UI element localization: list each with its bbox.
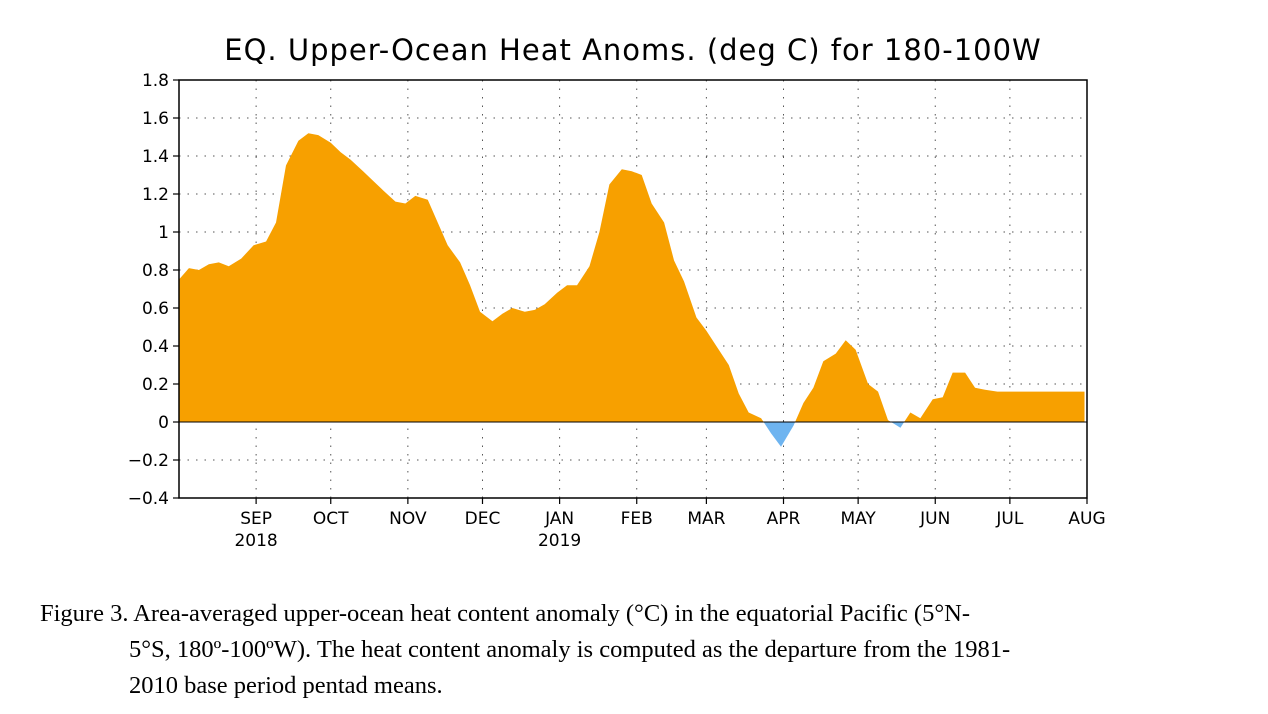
x-tick-label: JUL (995, 509, 1023, 529)
x-tick-label: JAN (544, 509, 574, 529)
heat-anomaly-chart: EQ. Upper-Ocean Heat Anoms. (deg C) for … (128, 33, 1106, 551)
y-tick-label: 1.6 (142, 109, 169, 129)
y-tick-label: 1.4 (142, 147, 169, 167)
x-tick-label: DEC (465, 509, 501, 529)
x-tick-label: MAY (840, 509, 876, 529)
x-tick-label: AUG (1068, 509, 1105, 529)
x-tick-year-label: 2018 (234, 531, 277, 551)
y-tick-label: 0.2 (142, 375, 169, 395)
y-tick-label: 1.2 (142, 185, 169, 205)
y-tick-label: 1 (158, 223, 169, 243)
caption-line-2: 5°S, 180º-100ºW). The heat content anoma… (129, 636, 1011, 663)
positive-anomaly-area-2 (795, 340, 892, 422)
plot-border (178, 79, 1088, 499)
y-tick-label: −0.4 (128, 489, 169, 509)
y-tick-label: −0.2 (128, 451, 169, 471)
figure-caption: Figure 3. Area-averaged upper-ocean heat… (40, 596, 1240, 704)
negative-anomaly-area-3 (891, 422, 905, 428)
negative-anomaly-area-1 (763, 422, 796, 447)
plot-frame (178, 79, 1088, 499)
x-tick-label: OCT (313, 509, 349, 529)
chart-title: EQ. Upper-Ocean Heat Anoms. (deg C) for … (224, 33, 1041, 67)
x-tick-label: NOV (389, 509, 427, 529)
caption-line-3: 2010 base period pentad means. (129, 672, 443, 699)
x-tick-label: JUN (919, 509, 950, 529)
y-tick-label: 0.6 (142, 299, 169, 319)
x-tick-label: FEB (621, 509, 653, 529)
caption-line-1: Figure 3. Area-averaged upper-ocean heat… (40, 600, 970, 627)
y-tick-label: 1.8 (142, 71, 169, 91)
x-tick-label: APR (767, 509, 801, 529)
positive-anomaly-area-4 (904, 372, 1085, 422)
y-tick-label: 0 (158, 413, 169, 433)
x-tick-label: MAR (687, 509, 725, 529)
positive-anomaly-area-0 (179, 133, 764, 422)
x-tick-year-label: 2019 (538, 531, 581, 551)
y-axis: 1.8 1.6 1.4 1.2 1 0.8 0.6 0.4 0.2 0 −0.2 −0.4 (128, 71, 179, 509)
x-tick-label: SEP (240, 509, 272, 529)
y-tick-label: 0.4 (142, 337, 169, 357)
y-tick-label: 0.8 (142, 261, 169, 281)
data-area (179, 133, 1085, 447)
grid-lines (179, 80, 1087, 498)
